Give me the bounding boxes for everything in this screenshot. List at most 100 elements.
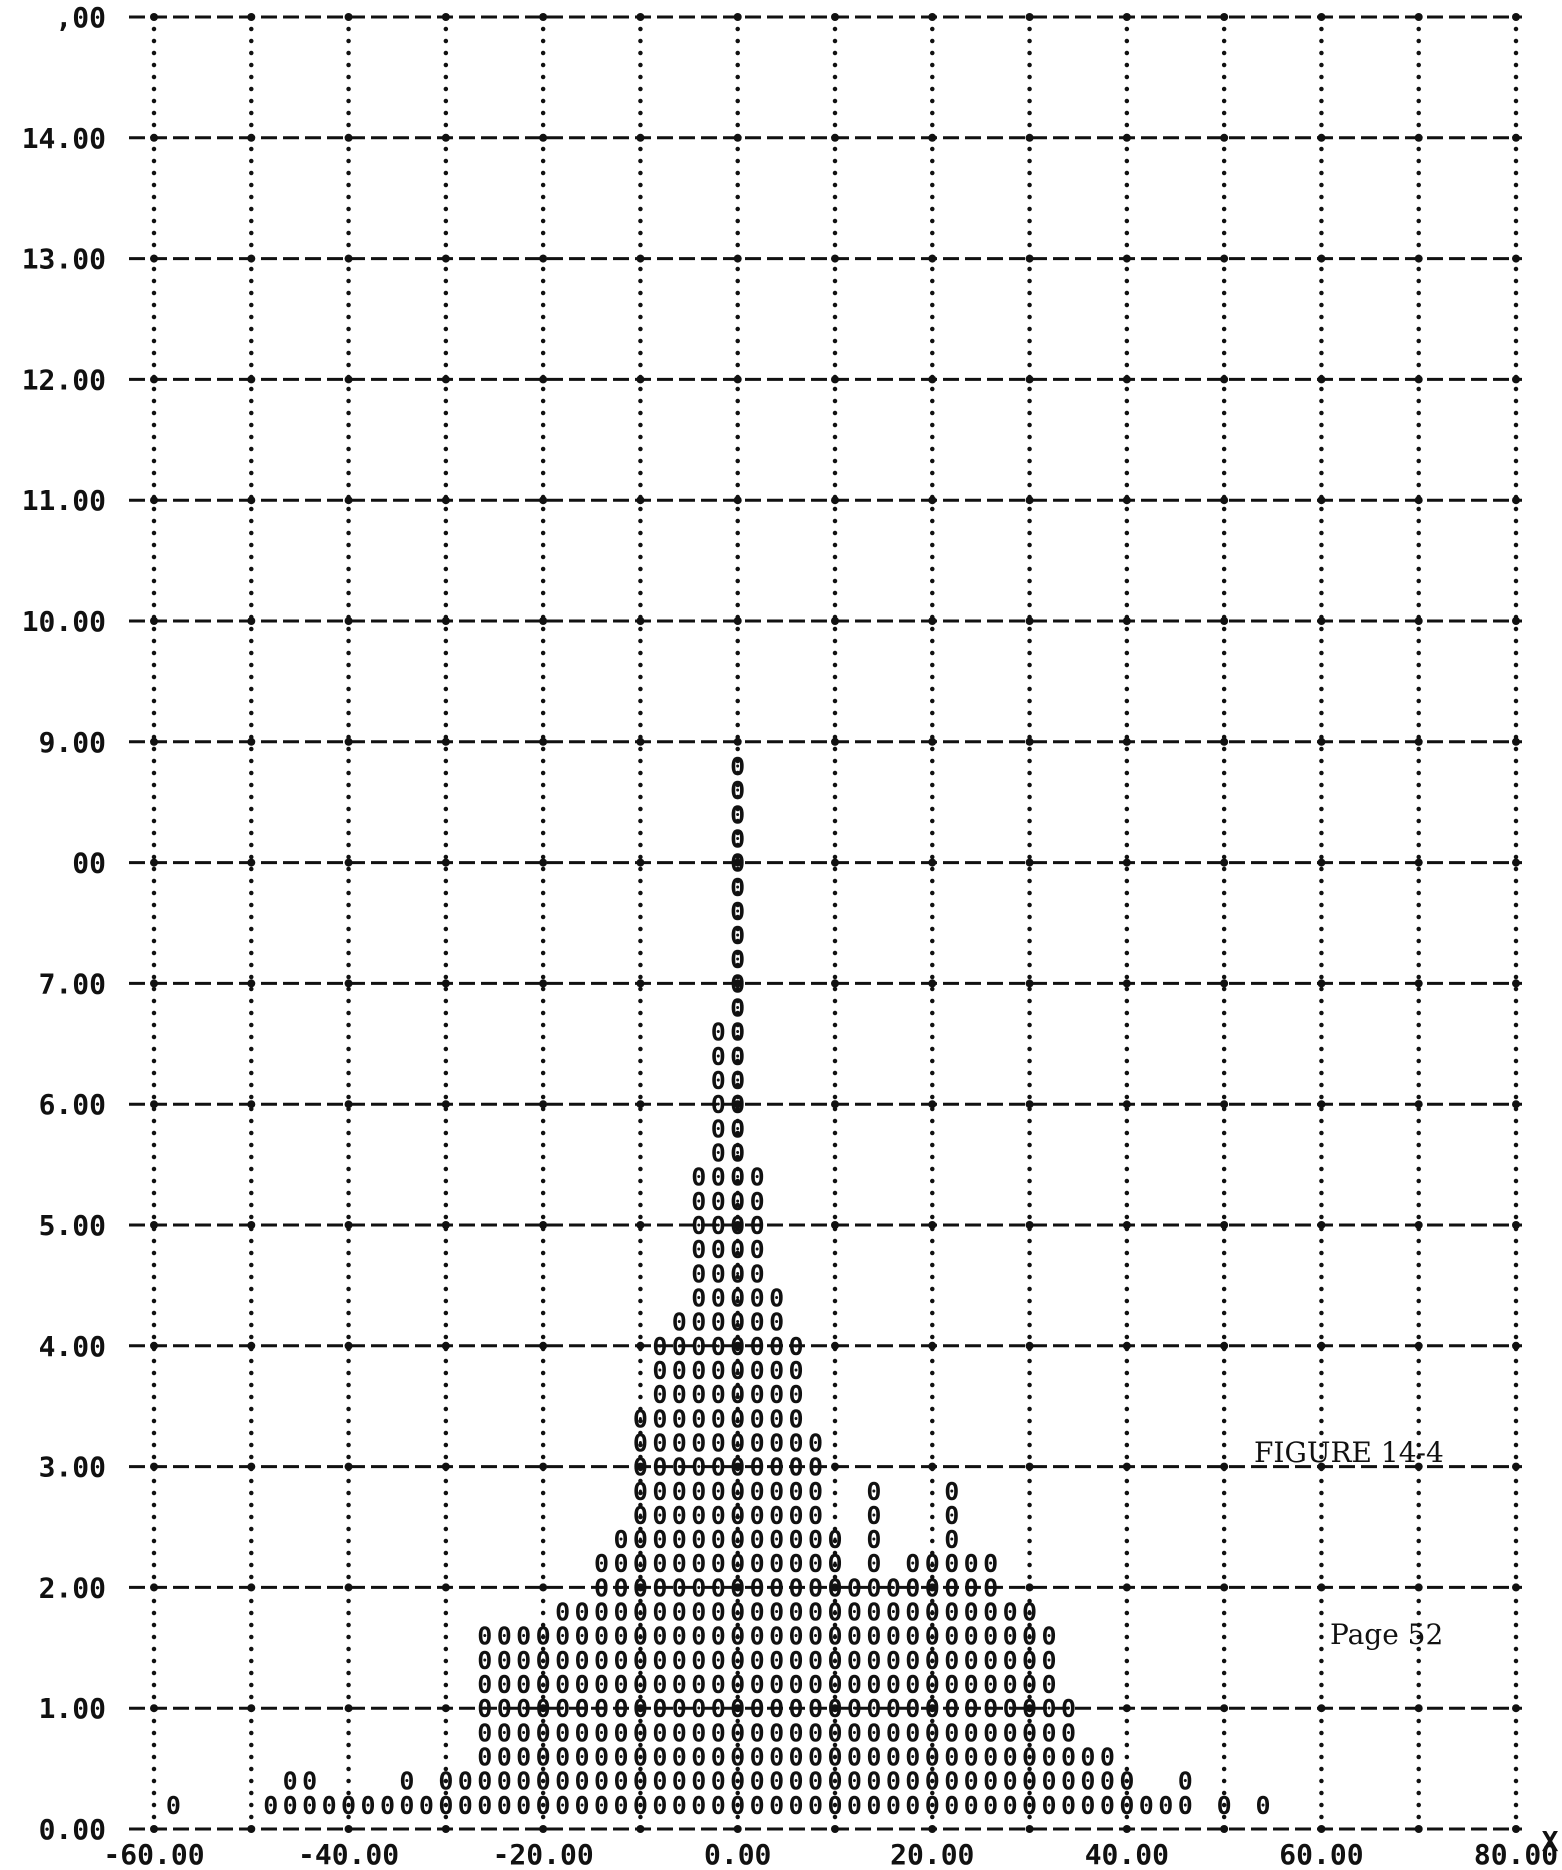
bar-symbol: 0 <box>438 1767 453 1796</box>
bar-symbol: 0 <box>536 1670 551 1699</box>
bar-symbol: 0 <box>575 1694 590 1723</box>
bar-symbol: 0 <box>964 1694 979 1723</box>
grid-intersection <box>1220 496 1229 505</box>
bar-symbol: 0 <box>613 1573 628 1602</box>
bar-symbol: 0 <box>808 1501 823 1530</box>
grid-intersection <box>150 13 158 21</box>
bar-symbol: 0 <box>808 1646 823 1675</box>
bar-symbol: 0 <box>944 1718 959 1747</box>
grid-intersection <box>150 1825 158 1833</box>
bar-symbol: 0 <box>983 1646 998 1675</box>
bar-symbol: 0 <box>633 1718 648 1747</box>
grid-intersection <box>733 1462 742 1471</box>
grid-intersection <box>247 1462 256 1471</box>
bar-symbol: 0 <box>633 1573 648 1602</box>
grid-intersection <box>1122 1704 1131 1713</box>
grid-intersection <box>1122 1341 1131 1350</box>
bar-symbol: 0 <box>866 1670 881 1699</box>
grid-intersection <box>150 254 158 263</box>
grid-intersection <box>539 13 548 21</box>
bar-symbol: 0 <box>866 1525 881 1554</box>
grid-intersection <box>1414 737 1423 746</box>
bar-symbol: 0 <box>1022 1670 1037 1699</box>
grid-intersection <box>539 1341 548 1350</box>
bar-symbol: 0 <box>730 776 745 805</box>
histogram-bar: 0 <box>263 1791 278 1820</box>
grid-intersection <box>1317 496 1326 505</box>
grid-intersection <box>733 496 742 505</box>
grid-intersection <box>1512 1462 1520 1471</box>
grid-intersection <box>831 1462 839 1471</box>
bar-symbol: 0 <box>711 1235 726 1264</box>
bar-symbol: 0 <box>711 1549 726 1578</box>
bar-symbol: 0 <box>847 1718 862 1747</box>
grid-intersection <box>150 1341 158 1350</box>
bar-symbol: 0 <box>575 1646 590 1675</box>
bar-symbol: 0 <box>827 1646 842 1675</box>
grid-intersection <box>1317 1825 1326 1833</box>
bar-symbol: 0 <box>866 1743 881 1772</box>
grid-intersection <box>1512 858 1520 867</box>
bar-symbol: 0 <box>847 1767 862 1796</box>
bar-symbol: 0 <box>905 1573 920 1602</box>
bar-symbol: 0 <box>652 1332 667 1361</box>
bar-symbol: 0 <box>302 1791 317 1820</box>
bar-symbol: 0 <box>711 1767 726 1796</box>
bar-symbol: 0 <box>730 1114 745 1143</box>
bar-symbol: 0 <box>672 1573 687 1602</box>
bar-symbol: 0 <box>866 1767 881 1796</box>
bar-symbol: 0 <box>769 1743 784 1772</box>
bar-symbol: 0 <box>711 1066 726 1095</box>
bar-symbol: 0 <box>905 1622 920 1651</box>
bar-symbol: 0 <box>789 1694 804 1723</box>
y-tick-label: 14.00 <box>22 122 106 155</box>
bar-symbol: 0 <box>1256 1791 1271 1820</box>
bar-symbol: 0 <box>886 1767 901 1796</box>
grid-intersection <box>344 1341 353 1350</box>
grid-intersection <box>441 1341 450 1350</box>
bar-symbol: 0 <box>808 1743 823 1772</box>
figure-label: FIGURE 14-4 <box>1254 1436 1444 1469</box>
bar-symbol: 0 <box>866 1501 881 1530</box>
bar-symbol: 0 <box>769 1791 784 1820</box>
grid-intersection <box>1317 1704 1326 1713</box>
bar-symbol: 0 <box>750 1404 765 1433</box>
grid-intersection <box>928 858 937 867</box>
bar-symbol: 0 <box>711 1259 726 1288</box>
bar-symbol: 0 <box>827 1670 842 1699</box>
grid-intersection <box>441 1825 450 1833</box>
bar-symbol: 0 <box>477 1670 492 1699</box>
bar-symbol: 0 <box>691 1187 706 1216</box>
bar-symbol: 0 <box>789 1380 804 1409</box>
bar-symbol: 0 <box>691 1718 706 1747</box>
bar-symbol: 0 <box>827 1525 842 1554</box>
bar-symbol: 0 <box>1158 1791 1173 1820</box>
grid-intersection <box>150 133 158 142</box>
bar-symbol: 0 <box>730 1525 745 1554</box>
grid-intersection <box>636 133 645 142</box>
bar-symbol: 0 <box>789 1404 804 1433</box>
bar-symbol: 0 <box>360 1791 375 1820</box>
grid-intersection <box>1512 1100 1520 1109</box>
bar-symbol: 0 <box>516 1646 531 1675</box>
grid-intersection <box>247 496 256 505</box>
grid-intersection <box>539 1462 548 1471</box>
bar-symbol: 0 <box>750 1694 765 1723</box>
bar-symbol: 0 <box>964 1718 979 1747</box>
bar-symbol: 0 <box>652 1694 667 1723</box>
grid-intersection <box>928 1583 937 1592</box>
grid-intersection <box>1414 1583 1423 1592</box>
bar-symbol: 0 <box>691 1235 706 1264</box>
bar-symbol: 0 <box>594 1670 609 1699</box>
x-axis-end-label: X <box>1542 1825 1559 1858</box>
histogram-bar: 0 <box>341 1791 356 1820</box>
bar-symbol: 0 <box>575 1622 590 1651</box>
grid-intersection <box>344 13 353 21</box>
bar-symbol: 0 <box>477 1694 492 1723</box>
bar-symbol: 0 <box>983 1743 998 1772</box>
y-tick-label: 11.00 <box>22 484 106 517</box>
grid-intersection <box>150 1221 158 1229</box>
bar-symbol: 0 <box>964 1622 979 1651</box>
